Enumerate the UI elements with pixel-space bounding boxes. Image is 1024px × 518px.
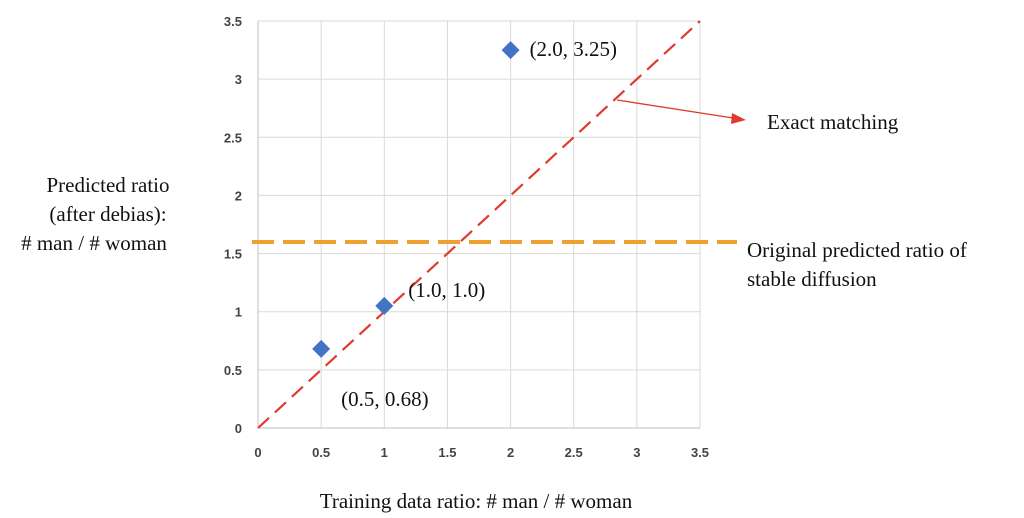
- data-point-label: (2.0, 3.25): [530, 37, 618, 61]
- data-points: [312, 41, 520, 358]
- y-tick-label: 0.5: [224, 363, 242, 378]
- exact-matching-arrow-head: [731, 113, 746, 124]
- y-axis-ticks: 0 0.5 1 1.5 2 2.5 3 3.5: [224, 14, 242, 436]
- data-point: [312, 339, 331, 358]
- exact-matching-annotation: Exact matching: [767, 110, 899, 134]
- x-tick-label: 1.5: [438, 445, 456, 460]
- x-tick-label: 3: [633, 445, 640, 460]
- exact-matching-arrow-line: [616, 99, 734, 119]
- y-tick-label: 3: [235, 72, 242, 87]
- x-axis-ticks: 0 0.5 1 1.5 2 2.5 3 3.5: [254, 445, 709, 460]
- x-tick-label: 2: [507, 445, 514, 460]
- y-tick-label: 2.5: [224, 130, 242, 145]
- axes: [257, 21, 700, 429]
- x-tick-label: 1: [381, 445, 388, 460]
- y-tick-label: 2: [235, 188, 242, 203]
- x-axis-label: Training data ratio: # man / # woman: [320, 489, 633, 513]
- original-ratio-annotation-line-1: Original predicted ratio of: [747, 238, 967, 262]
- y-tick-label: 1.5: [224, 247, 242, 262]
- x-tick-label: 0: [254, 445, 261, 460]
- data-point: [501, 41, 520, 60]
- data-point-label: (0.5, 0.68): [341, 387, 429, 411]
- original-ratio-annotation-line-2: stable diffusion: [747, 267, 877, 291]
- x-tick-label: 0.5: [312, 445, 330, 460]
- data-point-label: (1.0, 1.0): [408, 278, 485, 302]
- reference-lines: [252, 20, 737, 429]
- y-tick-label: 1: [235, 305, 242, 320]
- grid: [257, 20, 701, 429]
- x-tick-label: 3.5: [691, 445, 709, 460]
- y-tick-label: 0: [235, 421, 242, 436]
- exact-matching-line: [257, 20, 701, 429]
- y-axis-label-line-3: # man / # woman: [21, 231, 167, 255]
- data-point: [375, 296, 394, 315]
- y-axis-label-line-2: (after debias):: [49, 202, 166, 226]
- point-labels: (0.5, 0.68) (1.0, 1.0) (2.0, 3.25): [341, 37, 617, 411]
- x-tick-label: 2.5: [565, 445, 583, 460]
- y-axis-label-line-1: Predicted ratio: [46, 173, 169, 197]
- y-tick-label: 3.5: [224, 14, 242, 29]
